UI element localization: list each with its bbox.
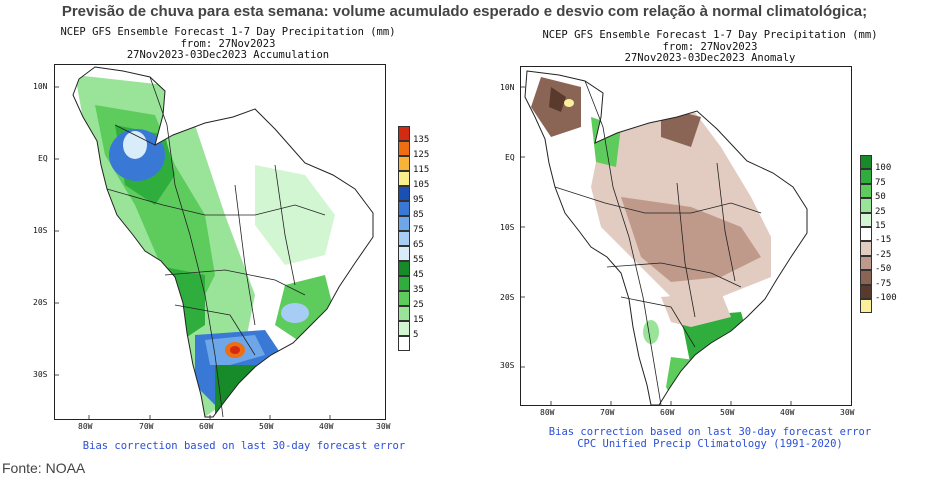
- legend-label: -25: [875, 249, 892, 260]
- accumulation-map-canvas: [55, 66, 374, 419]
- legend-swatch: [398, 201, 410, 216]
- legend-swatch: [860, 227, 872, 242]
- legend-swatch: [860, 255, 872, 271]
- lon-label: 50W: [720, 408, 735, 417]
- lon-label: 30W: [376, 422, 391, 431]
- country-borders: [106, 76, 326, 418]
- lat-label: 30S: [33, 370, 48, 379]
- lat-label: 10N: [33, 82, 48, 91]
- lat-label: 10S: [500, 223, 515, 232]
- legend-swatch: [398, 126, 410, 141]
- legend-label: 100: [875, 163, 892, 174]
- legend-swatch: [398, 156, 410, 171]
- legend-swatch: [860, 299, 872, 314]
- legend-swatch: [860, 270, 872, 285]
- lon-label: 80W: [540, 408, 555, 417]
- anomaly-map: [520, 66, 852, 406]
- legend-label: 15: [875, 221, 886, 231]
- lat-label: 10N: [500, 83, 515, 92]
- map-title-line: 27Nov2023-03Dec2023 Accumulation: [126, 49, 330, 61]
- legend-swatch: [398, 171, 410, 186]
- legend-label: 25: [875, 206, 886, 217]
- graticule-ticks: [521, 86, 792, 405]
- legend-swatch: [398, 261, 410, 276]
- lon-label: 30W: [840, 408, 855, 417]
- footer-line: CPC Unified Precip Climatology (1991-202…: [577, 437, 843, 450]
- legend-label: -75: [875, 278, 892, 289]
- lat-label: EQ: [38, 154, 48, 163]
- legend-label: 75: [875, 177, 886, 188]
- lon-label: 50W: [259, 422, 274, 431]
- legend-swatch: [860, 198, 872, 213]
- legend-label: 35: [413, 285, 424, 295]
- lon-label: 70W: [139, 422, 154, 431]
- legend-swatch: [860, 169, 872, 184]
- legend-swatch: [398, 246, 410, 261]
- map-footer-anomaly: Bias correction based on last 30-day for…: [530, 426, 890, 450]
- legend-label: 65: [413, 240, 424, 250]
- anomaly-shading: [525, 71, 807, 405]
- legend-label: 125: [413, 150, 430, 160]
- map-title-anomaly: NCEP GFS Ensemble Forecast 1-7 Day Preci…: [530, 29, 890, 65]
- legend-swatch: [860, 241, 872, 256]
- legend-swatch: [860, 284, 872, 299]
- legend-swatch: [398, 306, 410, 321]
- legend-swatch: [860, 212, 872, 227]
- lat-label: EQ: [505, 153, 515, 162]
- map-footer-accumulation: Bias correction based on last 30-day for…: [64, 440, 424, 453]
- legend-label: 5: [413, 330, 419, 340]
- lon-label: 40W: [319, 422, 334, 431]
- lon-label: 80W: [78, 422, 93, 431]
- legend-label: 45: [413, 270, 424, 280]
- legend-label: 135: [413, 135, 430, 145]
- graticule-ticks: [55, 86, 331, 419]
- source-credit: Fonte: NOAA: [2, 460, 86, 476]
- anomaly-map-canvas: [521, 70, 808, 405]
- lon-label: 70W: [600, 408, 615, 417]
- accumulation-map: [54, 64, 386, 420]
- legend-swatch: [398, 141, 410, 156]
- map-title-accumulation: NCEP GFS Ensemble Forecast 1-7 Day Preci…: [48, 26, 408, 62]
- lat-label: 10S: [33, 226, 48, 235]
- legend-label: -50: [875, 264, 892, 275]
- map-title-line: from: 27Nov2023: [662, 40, 758, 53]
- legend-swatch: [860, 155, 872, 170]
- legend-swatch: [398, 231, 410, 246]
- legend-swatch: [398, 216, 410, 231]
- map-title-line: NCEP GFS Ensemble Forecast 1-7 Day Preci…: [60, 26, 396, 38]
- lat-label: 30S: [500, 361, 515, 370]
- legend-label: 15: [413, 315, 424, 325]
- lat-label: 20S: [33, 298, 48, 307]
- legend-swatch: [398, 291, 410, 306]
- legend-swatch: [398, 186, 410, 201]
- legend-label: 115: [413, 165, 430, 175]
- legend-swatch: [398, 321, 410, 336]
- map-title-line: 27Nov2023-03Dec2023 Anomaly: [624, 52, 796, 64]
- legend-swatch: [398, 336, 410, 351]
- footer-line: Bias correction based on last 30-day for…: [82, 440, 406, 452]
- legend-label: 105: [413, 180, 430, 190]
- lon-label: 60W: [660, 408, 675, 417]
- anomaly-legend: 100 75 50 25 15 -15 -25 -50 -75 -100: [860, 155, 910, 315]
- map-title-line: from: 27Nov2023: [180, 37, 276, 50]
- legend-label: 50: [875, 192, 886, 203]
- footer-line: Bias correction based on last 30-day for…: [548, 426, 872, 438]
- lon-label: 40W: [780, 408, 795, 417]
- lon-label: 60W: [199, 422, 214, 431]
- legend-label: 85: [413, 210, 424, 220]
- map-title-line: NCEP GFS Ensemble Forecast 1-7 Day Preci…: [542, 29, 878, 41]
- legend-label: -15: [875, 235, 892, 246]
- legend-label: 95: [413, 195, 424, 205]
- legend-swatch: [398, 276, 410, 291]
- accumulation-legend: 135 125 115 105 95 85 75 65 55 45 35 25 15 5: [398, 126, 438, 358]
- legend-label: 25: [413, 300, 424, 310]
- precip-shading: [73, 67, 373, 417]
- country-borders: [554, 80, 762, 405]
- legend-label: 55: [413, 255, 424, 265]
- legend-label: 75: [413, 225, 424, 235]
- legend-label: -100: [875, 293, 897, 303]
- headline: Previsão de chuva para esta semana: volu…: [61, 3, 868, 20]
- lat-label: 20S: [500, 293, 515, 302]
- legend-swatch: [860, 183, 872, 199]
